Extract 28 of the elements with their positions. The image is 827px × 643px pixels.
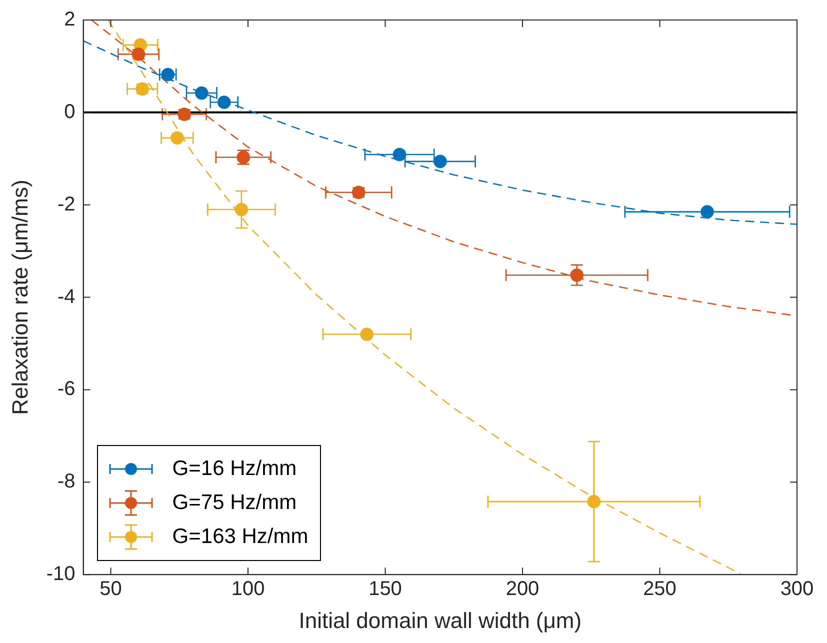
y-tick-label: -8 <box>58 470 76 493</box>
y-tick-label: -6 <box>58 378 76 400</box>
x-tick-label: 150 <box>368 578 402 600</box>
x-tick-label: 50 <box>100 578 122 600</box>
y-tick-label: -4 <box>58 286 76 308</box>
point <box>217 96 231 109</box>
point <box>392 148 406 162</box>
legend-label: G=163 Hz/mm <box>172 524 308 549</box>
y-tick-label: -10 <box>46 563 76 586</box>
point <box>194 86 208 100</box>
y-tick-label: 2 <box>64 8 76 31</box>
line-series <box>107 20 743 575</box>
y-tick-label: 0 <box>64 100 76 123</box>
point <box>700 205 714 218</box>
x-tick-label: 300 <box>780 578 814 600</box>
point <box>360 328 374 341</box>
point <box>570 268 584 282</box>
y-tick-label: -2 <box>58 193 76 216</box>
line-series <box>83 40 797 225</box>
y-axis-title: Relaxation rate (μm/ms) <box>7 180 32 415</box>
x-tick-label: 200 <box>506 578 540 600</box>
legend-label: G=75 Hz/mm <box>172 490 297 515</box>
x-tick-label: 100 <box>231 578 265 600</box>
point <box>170 131 184 145</box>
x-axis-title: Initial domain wall width (μm) <box>298 608 582 633</box>
legend-label: G=16 Hz/mm <box>172 456 297 481</box>
x-tick-label: 250 <box>643 578 676 600</box>
point <box>434 154 447 168</box>
